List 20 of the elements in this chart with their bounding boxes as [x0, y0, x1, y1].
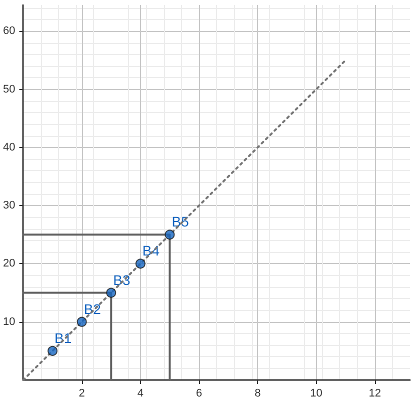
y-tick-label: 20 — [2, 258, 16, 270]
y-tick-label: 60 — [2, 25, 16, 38]
point — [106, 288, 116, 298]
point — [76, 316, 87, 327]
x-tick-label: 8 — [254, 388, 261, 400]
x-tick-label: 12 — [368, 388, 381, 400]
x-tick-label: 2 — [78, 388, 85, 400]
x-tick-label: 4 — [137, 388, 144, 400]
annotation: B3 — [113, 272, 130, 288]
annotation: B2 — [84, 300, 102, 317]
y-tick-label: 10 — [2, 316, 16, 328]
x-tick-label: 10 — [310, 388, 322, 400]
point — [48, 346, 58, 356]
y-tick-label: 40 — [2, 141, 16, 154]
point — [164, 230, 175, 240]
point — [135, 258, 146, 269]
annotation: B5 — [172, 214, 190, 230]
x-tick-label: 6 — [196, 388, 202, 400]
y-tick-label: 50 — [2, 83, 16, 96]
y-tick-label: 30 — [2, 200, 16, 212]
